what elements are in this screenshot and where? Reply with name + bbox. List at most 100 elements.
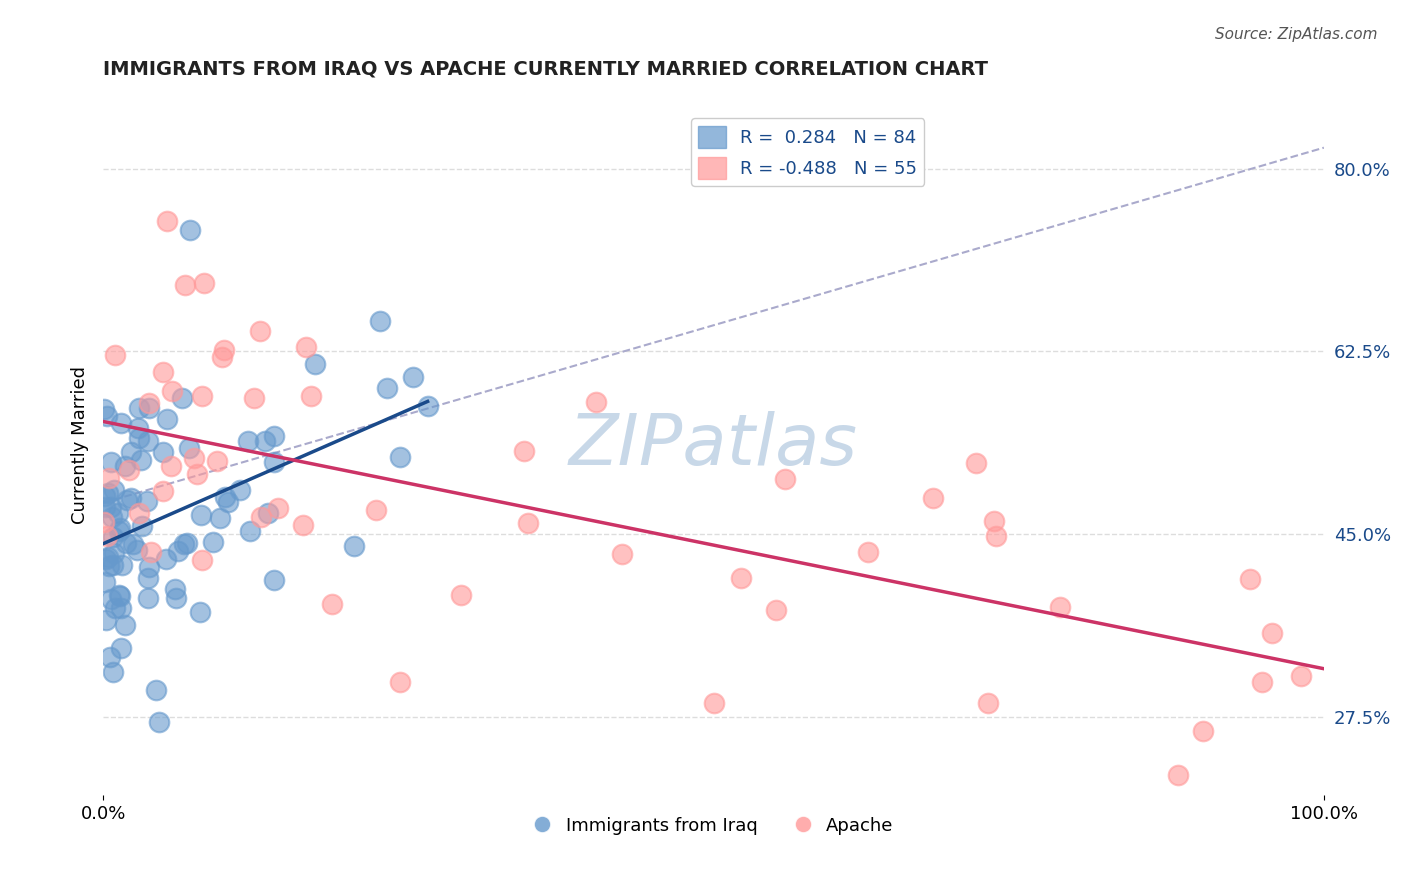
Point xyxy=(114,617,136,632)
Point xyxy=(585,395,607,409)
Point xyxy=(343,539,366,553)
Point xyxy=(773,472,796,486)
Point xyxy=(730,570,752,584)
Point xyxy=(125,542,148,557)
Point xyxy=(263,455,285,469)
Point xyxy=(156,214,179,228)
Point xyxy=(101,510,124,524)
Point xyxy=(108,588,131,602)
Point xyxy=(103,546,125,560)
Point xyxy=(450,588,472,602)
Point xyxy=(98,558,121,573)
Point xyxy=(100,592,122,607)
Point xyxy=(120,444,142,458)
Text: ZIPatlas: ZIPatlas xyxy=(569,411,858,480)
Point xyxy=(101,530,124,544)
Point xyxy=(136,571,159,585)
Point xyxy=(188,605,211,619)
Point xyxy=(136,591,159,605)
Point xyxy=(977,696,1000,710)
Point xyxy=(141,544,163,558)
Text: Source: ZipAtlas.com: Source: ZipAtlas.com xyxy=(1215,27,1378,42)
Point xyxy=(217,495,239,509)
Point xyxy=(131,452,153,467)
Point xyxy=(1167,767,1189,781)
Point xyxy=(183,450,205,465)
Point xyxy=(138,401,160,415)
Point xyxy=(96,409,118,423)
Point xyxy=(202,535,225,549)
Point xyxy=(984,529,1007,543)
Point xyxy=(100,650,122,665)
Point xyxy=(94,500,117,515)
Point xyxy=(388,675,411,690)
Point xyxy=(1289,669,1312,683)
Point xyxy=(214,490,236,504)
Point xyxy=(249,324,271,338)
Point xyxy=(93,401,115,416)
Point xyxy=(115,536,138,550)
Point xyxy=(108,589,131,603)
Point xyxy=(152,483,174,498)
Point xyxy=(110,641,132,656)
Point xyxy=(94,489,117,503)
Point xyxy=(254,434,277,448)
Point xyxy=(211,350,233,364)
Point xyxy=(155,552,177,566)
Point xyxy=(299,389,322,403)
Point xyxy=(100,455,122,469)
Point xyxy=(513,444,536,458)
Point xyxy=(267,501,290,516)
Point xyxy=(856,545,879,559)
Point xyxy=(138,560,160,574)
Point xyxy=(156,412,179,426)
Point xyxy=(368,313,391,327)
Point xyxy=(191,553,214,567)
Point xyxy=(321,597,343,611)
Point xyxy=(118,463,141,477)
Point xyxy=(103,348,125,362)
Point xyxy=(388,450,411,465)
Point xyxy=(193,276,215,290)
Point xyxy=(965,456,987,470)
Point xyxy=(138,396,160,410)
Point xyxy=(176,536,198,550)
Point xyxy=(110,601,132,615)
Point xyxy=(97,550,120,565)
Point xyxy=(152,445,174,459)
Point xyxy=(127,421,149,435)
Point xyxy=(148,715,170,730)
Point xyxy=(128,401,150,415)
Point xyxy=(115,492,138,507)
Point xyxy=(131,519,153,533)
Point xyxy=(96,552,118,566)
Point xyxy=(159,459,181,474)
Point xyxy=(209,511,232,525)
Point xyxy=(120,491,142,505)
Point xyxy=(1192,724,1215,739)
Point xyxy=(173,537,195,551)
Point xyxy=(104,601,127,615)
Point xyxy=(114,459,136,474)
Point xyxy=(179,223,201,237)
Point xyxy=(94,574,117,589)
Point xyxy=(107,524,129,538)
Point xyxy=(128,431,150,445)
Point xyxy=(239,524,262,538)
Text: IMMIGRANTS FROM IRAQ VS APACHE CURRENTLY MARRIED CORRELATION CHART: IMMIGRANTS FROM IRAQ VS APACHE CURRENTLY… xyxy=(103,60,988,78)
Point xyxy=(152,365,174,379)
Point xyxy=(291,517,314,532)
Point xyxy=(103,483,125,497)
Point xyxy=(190,508,212,523)
Point xyxy=(108,521,131,535)
Point xyxy=(97,470,120,484)
Point xyxy=(165,582,187,597)
Y-axis label: Currently Married: Currently Married xyxy=(72,367,89,524)
Point xyxy=(304,357,326,371)
Point xyxy=(922,491,945,505)
Point xyxy=(96,529,118,543)
Legend: Immigrants from Iraq, Apache: Immigrants from Iraq, Apache xyxy=(526,810,901,842)
Point xyxy=(107,506,129,520)
Point xyxy=(295,340,318,354)
Point xyxy=(263,429,285,443)
